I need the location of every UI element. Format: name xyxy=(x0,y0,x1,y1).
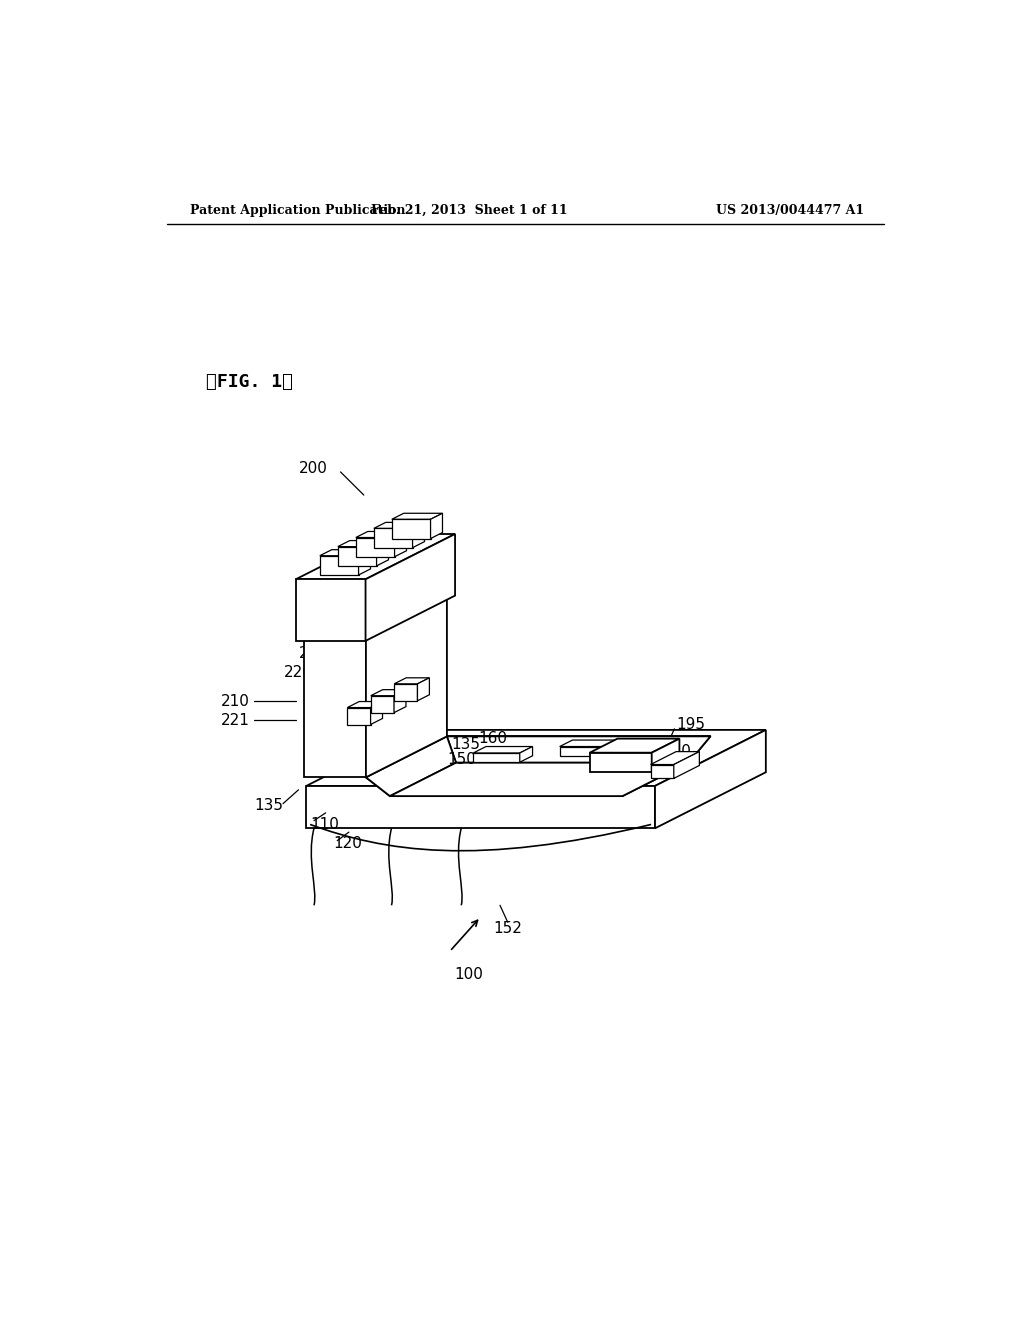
Polygon shape xyxy=(394,532,407,557)
Polygon shape xyxy=(590,739,679,752)
Polygon shape xyxy=(394,677,429,684)
Text: Feb. 21, 2013  Sheet 1 of 11: Feb. 21, 2013 Sheet 1 of 11 xyxy=(371,205,567,218)
Text: 110: 110 xyxy=(310,817,339,832)
Text: 170: 170 xyxy=(625,751,653,766)
Polygon shape xyxy=(306,785,655,829)
Polygon shape xyxy=(650,764,674,779)
Polygon shape xyxy=(371,696,394,713)
Polygon shape xyxy=(650,751,699,764)
Polygon shape xyxy=(392,513,442,519)
Polygon shape xyxy=(651,739,679,772)
Polygon shape xyxy=(296,579,366,642)
Polygon shape xyxy=(347,701,383,708)
Polygon shape xyxy=(413,523,425,548)
Polygon shape xyxy=(347,708,371,725)
Polygon shape xyxy=(374,528,413,548)
Polygon shape xyxy=(655,730,766,829)
Polygon shape xyxy=(590,752,651,772)
Polygon shape xyxy=(473,752,520,762)
Polygon shape xyxy=(306,730,766,785)
Polygon shape xyxy=(606,741,618,756)
Text: 135: 135 xyxy=(452,737,480,751)
Polygon shape xyxy=(418,677,429,701)
Polygon shape xyxy=(520,747,532,762)
Text: 152: 152 xyxy=(494,921,522,936)
Text: 100: 100 xyxy=(455,968,483,982)
Polygon shape xyxy=(394,684,418,701)
Text: 225: 225 xyxy=(413,521,441,536)
Text: 220: 220 xyxy=(284,665,312,680)
Polygon shape xyxy=(319,549,371,556)
Polygon shape xyxy=(296,535,455,579)
Text: 221: 221 xyxy=(221,713,250,727)
Polygon shape xyxy=(623,737,711,796)
Polygon shape xyxy=(371,701,383,725)
Text: 200: 200 xyxy=(299,461,328,475)
Text: 【FIG. 1】: 【FIG. 1】 xyxy=(206,372,293,391)
Text: 150: 150 xyxy=(447,752,476,767)
Polygon shape xyxy=(338,546,377,566)
Polygon shape xyxy=(394,689,406,713)
Polygon shape xyxy=(377,541,388,566)
Polygon shape xyxy=(366,535,455,642)
Polygon shape xyxy=(560,741,618,747)
Polygon shape xyxy=(674,751,699,779)
Polygon shape xyxy=(392,519,430,539)
Polygon shape xyxy=(319,556,358,576)
Polygon shape xyxy=(358,549,371,576)
Polygon shape xyxy=(446,737,711,763)
Text: 160: 160 xyxy=(478,731,507,746)
Text: US 2013/0044477 A1: US 2013/0044477 A1 xyxy=(716,205,864,218)
Polygon shape xyxy=(374,523,425,528)
Text: 180: 180 xyxy=(663,743,691,759)
Text: 210: 210 xyxy=(221,693,250,709)
Polygon shape xyxy=(560,747,606,756)
Text: 212: 212 xyxy=(389,735,418,750)
Text: 190: 190 xyxy=(649,758,678,774)
Polygon shape xyxy=(355,532,407,537)
Polygon shape xyxy=(355,537,394,557)
Polygon shape xyxy=(390,763,688,796)
Polygon shape xyxy=(473,747,532,752)
Text: 135: 135 xyxy=(254,797,283,813)
Polygon shape xyxy=(371,689,406,696)
Text: 120: 120 xyxy=(334,836,362,851)
Text: 250: 250 xyxy=(299,647,328,661)
Text: Patent Application Publication: Patent Application Publication xyxy=(190,205,406,218)
Polygon shape xyxy=(338,541,388,546)
Polygon shape xyxy=(304,598,446,639)
Polygon shape xyxy=(304,639,366,777)
Polygon shape xyxy=(430,513,442,539)
Text: 195: 195 xyxy=(676,718,705,733)
Polygon shape xyxy=(366,737,456,796)
Polygon shape xyxy=(366,598,446,777)
Polygon shape xyxy=(366,777,630,796)
